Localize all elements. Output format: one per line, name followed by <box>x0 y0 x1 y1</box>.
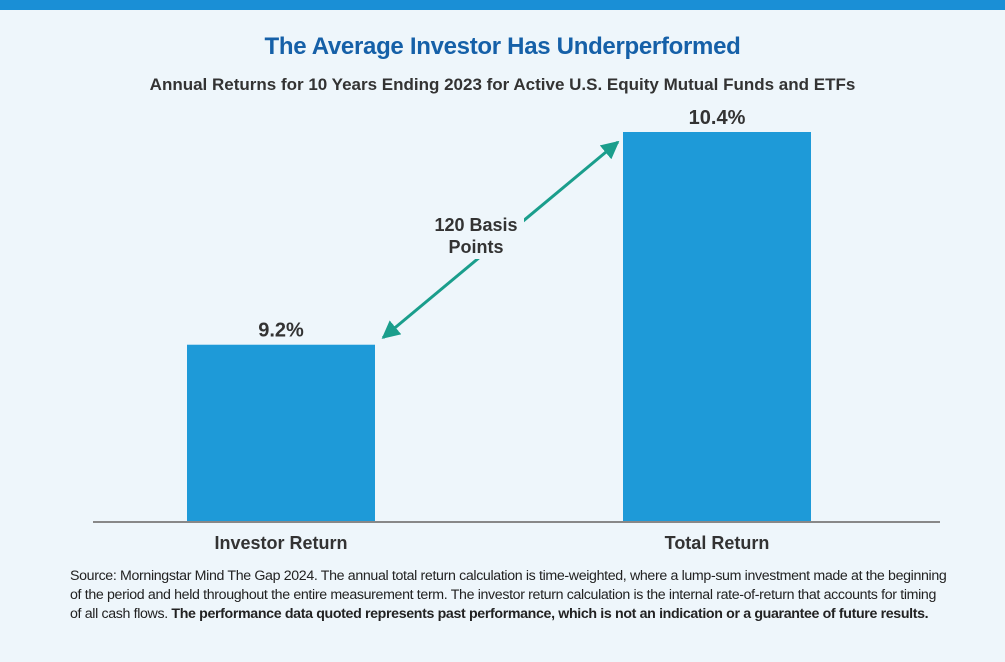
chart-subtitle: Annual Returns for 10 Years Ending 2023 … <box>149 75 856 94</box>
bar <box>187 344 375 522</box>
top-accent-bar <box>0 0 1005 10</box>
source-note: Source: Morningstar Mind The Gap 2024. T… <box>70 567 950 624</box>
source-text: Source: Morningstar Mind The Gap 2024. T… <box>70 568 947 622</box>
annotation-line-1: 120 Basis <box>434 215 517 235</box>
annotation-line-2: Points <box>448 237 503 257</box>
annotation-background <box>428 207 524 259</box>
bar-value-label: 9.2% <box>258 320 304 342</box>
bar-value-label: 10.4% <box>689 107 746 129</box>
bar-chart: 9.2% Investor Return 10.4% Total Return 120 … <box>93 107 940 553</box>
chart-title: The Average Investor Has Underperformed <box>264 33 741 60</box>
bar <box>623 132 811 522</box>
category-tick-label: Total Return <box>665 533 770 553</box>
category-tick-label: Investor Return <box>214 533 347 553</box>
source-disclaimer: The performance data quoted represents p… <box>171 606 929 622</box>
